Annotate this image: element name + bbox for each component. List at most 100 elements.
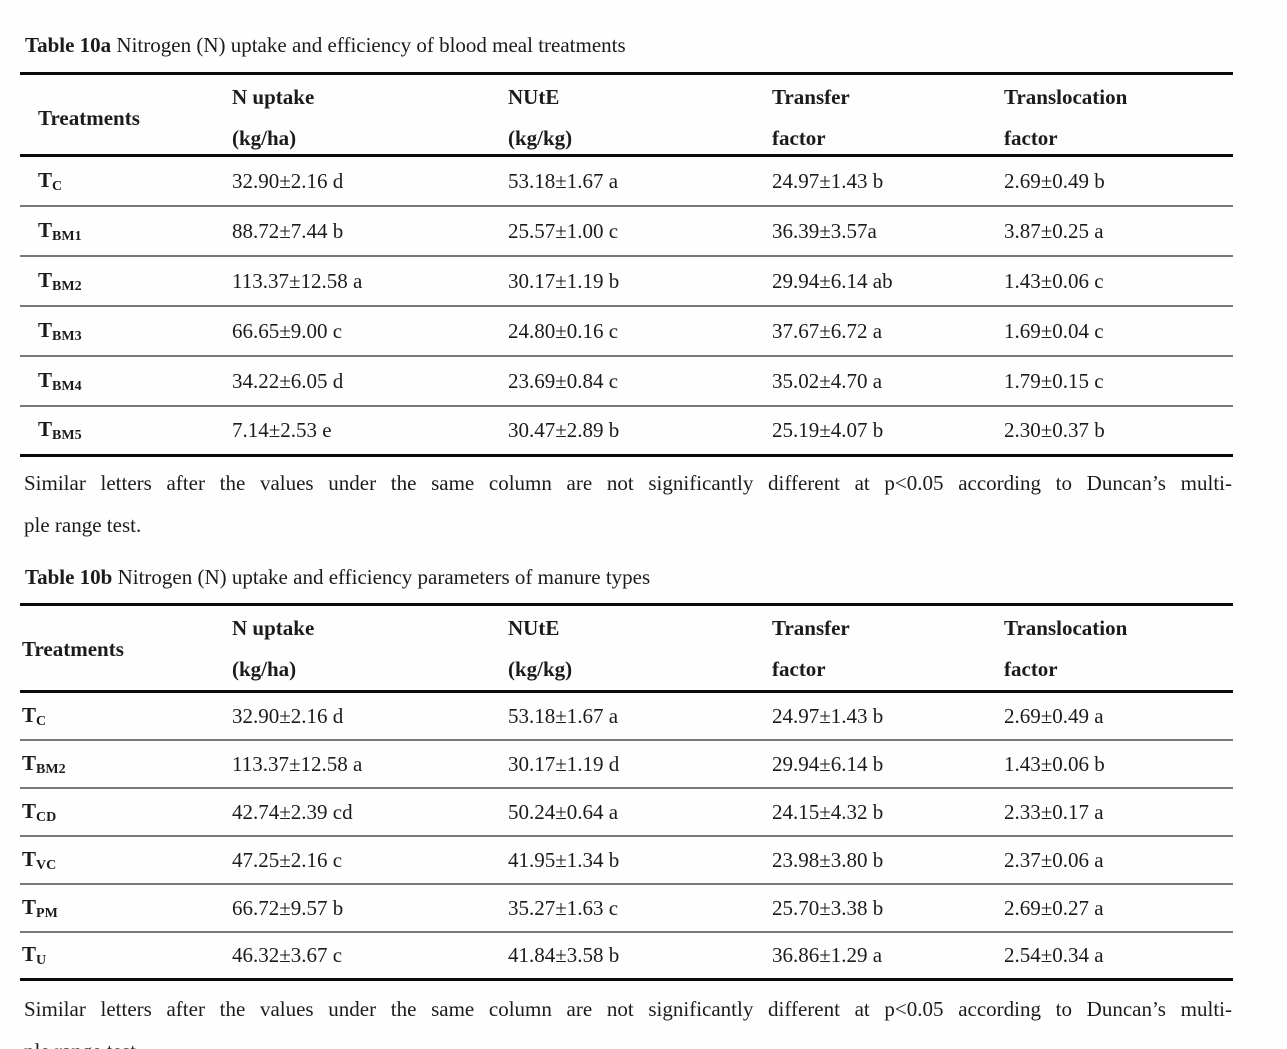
n-uptake-value: 32.90±2.16 d: [232, 703, 344, 728]
transfer-factor-value: 35.02±4.70 a: [772, 368, 883, 393]
footnote-line: Similar letters after the values under t…: [24, 471, 1232, 495]
treatment-subscript: PM: [36, 905, 58, 921]
table-row: TBM2 113.37±12.58 a 30.17±1.19 b 29.94±6…: [20, 257, 1233, 307]
treatment-label: TPM: [22, 894, 58, 921]
treatment-label: TBM2: [38, 267, 82, 294]
translocation-factor-value: 2.69±0.49 a: [1004, 703, 1104, 728]
n-uptake-value: 7.14±2.53 e: [232, 418, 332, 442]
column-header-n-uptake: N uptake (kg/ha): [232, 616, 315, 681]
table-row: TBM1 88.72±7.44 b 25.57±1.00 c 36.39±3.5…: [20, 207, 1233, 257]
treatment-subscript: U: [36, 953, 47, 968]
column-header-treatments: Treatments: [38, 106, 140, 130]
treatment-label: TBM1: [38, 217, 82, 244]
nute-value: 30.47±2.89 b: [508, 418, 620, 442]
column-header-nute: NUtE (kg/kg): [508, 616, 573, 681]
column-header-translocation-factor: Translocation factor: [1004, 85, 1128, 150]
table-row: TVC 47.25±2.16 c 41.95±1.34 b 23.98±3.80…: [20, 837, 1233, 885]
table-10a-header-row: Treatments N uptake (kg/ha) NUtE (kg/kg)…: [20, 72, 1233, 157]
table-10b-caption-label: Table 10b: [25, 565, 113, 589]
nute-value: 53.18±1.67 a: [508, 168, 619, 193]
transfer-factor-value: 24.97±1.43 b: [772, 168, 884, 193]
treatment-label: TC: [38, 167, 63, 194]
treatment-label: TCD: [22, 798, 57, 825]
table-10a: Treatments N uptake (kg/ha) NUtE (kg/kg)…: [20, 72, 1233, 457]
table-10b: Treatments N uptake (kg/ha) NUtE (kg/kg)…: [20, 603, 1233, 981]
column-header-nute: NUtE (kg/kg): [508, 85, 573, 150]
n-uptake-value: 66.65±9.00 c: [232, 318, 343, 343]
table-row: TBM3 66.65±9.00 c 24.80±0.16 c 37.67±6.7…: [20, 307, 1233, 357]
translocation-factor-value: 1.79±0.15 c: [1004, 368, 1104, 393]
n-uptake-value: 34.22±6.05 d: [232, 368, 344, 393]
transfer-factor-value: 29.94±6.14 ab: [772, 268, 893, 293]
table-row: TPM 66.72±9.57 b 35.27±1.63 c 25.70±3.38…: [20, 885, 1233, 933]
n-uptake-value: 66.72±9.57 b: [232, 895, 344, 920]
transfer-factor-value: 24.15±4.32 b: [772, 799, 884, 824]
table-row: TBM2 113.37±12.58 a 30.17±1.19 d 29.94±6…: [20, 741, 1233, 789]
treatment-label: TBM3: [38, 317, 82, 344]
treatment-subscript: BM3: [52, 328, 82, 344]
table-10b-header-row: Treatments N uptake (kg/ha) NUtE (kg/kg)…: [20, 603, 1233, 693]
treatment-label: TBM5: [38, 417, 82, 443]
footnote-line: ple range test: [24, 1030, 1232, 1049]
treatment-subscript: BM4: [52, 378, 82, 394]
translocation-factor-value: 1.43±0.06 c: [1004, 268, 1104, 293]
table-row: TBM5 7.14±2.53 e 30.47±2.89 b 25.19±4.07…: [20, 407, 1233, 457]
column-header-transfer-factor: Transfer factor: [772, 85, 850, 150]
transfer-factor-value: 23.98±3.80 b: [772, 847, 884, 872]
translocation-factor-value: 2.33±0.17 a: [1004, 799, 1104, 824]
n-uptake-value: 42.74±2.39 cd: [232, 799, 353, 824]
table-row: TU 46.32±3.67 c 41.84±3.58 b 36.86±1.29 …: [20, 933, 1233, 981]
treatment-subscript: C: [52, 178, 63, 194]
treatment-subscript: C: [36, 713, 47, 729]
transfer-factor-value: 25.19±4.07 b: [772, 418, 884, 442]
table-10a-caption: Table 10a Nitrogen (N) uptake and effici…: [25, 28, 626, 62]
treatment-label: TBM4: [38, 367, 82, 394]
n-uptake-value: 113.37±12.58 a: [232, 268, 363, 293]
table-10b-caption: Table 10b Nitrogen (N) uptake and effici…: [25, 560, 650, 594]
translocation-factor-value: 2.37±0.06 a: [1004, 847, 1104, 872]
table-row: TC 32.90±2.16 d 53.18±1.67 a 24.97±1.43 …: [20, 693, 1233, 741]
n-uptake-value: 32.90±2.16 d: [232, 168, 344, 193]
transfer-factor-value: 37.67±6.72 a: [772, 318, 883, 343]
nute-value: 41.84±3.58 b: [508, 943, 620, 967]
nute-value: 24.80±0.16 c: [508, 318, 619, 343]
table-10a-footnote: Similar letters after the values under t…: [24, 462, 1232, 546]
treatment-subscript: BM1: [52, 228, 82, 244]
table-10b-body: TC 32.90±2.16 d 53.18±1.67 a 24.97±1.43 …: [20, 693, 1233, 981]
nute-value: 30.17±1.19 b: [508, 268, 620, 293]
translocation-factor-value: 1.43±0.06 b: [1004, 751, 1105, 776]
table-10b-footnote: Similar letters after the values under t…: [24, 988, 1232, 1049]
table-10a-body: TC 32.90±2.16 d 53.18±1.67 a 24.97±1.43 …: [20, 157, 1233, 457]
translocation-factor-value: 2.69±0.49 b: [1004, 168, 1105, 193]
table-10a-caption-text: Nitrogen (N) uptake and efficiency of bl…: [111, 33, 626, 57]
translocation-factor-value: 3.87±0.25 a: [1004, 218, 1104, 243]
nute-value: 41.95±1.34 b: [508, 847, 620, 872]
treatment-label: TC: [22, 702, 47, 729]
nute-value: 25.57±1.00 c: [508, 218, 619, 243]
transfer-factor-value: 25.70±3.38 b: [772, 895, 884, 920]
treatment-label: TVC: [22, 846, 57, 873]
footnote-line: Similar letters after the values under t…: [24, 997, 1232, 1021]
transfer-factor-value: 24.97±1.43 b: [772, 703, 884, 728]
treatment-subscript: BM5: [52, 428, 82, 443]
n-uptake-value: 46.32±3.67 c: [232, 943, 343, 967]
column-header-translocation-factor: Translocation factor: [1004, 616, 1128, 681]
nute-value: 35.27±1.63 c: [508, 895, 619, 920]
footnote-line: ple range test.: [24, 513, 142, 537]
table-row: TBM4 34.22±6.05 d 23.69±0.84 c 35.02±4.7…: [20, 357, 1233, 407]
n-uptake-value: 47.25±2.16 c: [232, 847, 343, 872]
column-header-treatments: Treatments: [22, 637, 124, 661]
treatment-subscript: BM2: [36, 761, 66, 777]
treatment-label: TU: [22, 942, 47, 968]
treatment-subscript: VC: [36, 857, 57, 873]
translocation-factor-value: 2.69±0.27 a: [1004, 895, 1104, 920]
nute-value: 53.18±1.67 a: [508, 703, 619, 728]
column-header-n-uptake: N uptake (kg/ha): [232, 85, 315, 150]
translocation-factor-value: 2.30±0.37 b: [1004, 418, 1105, 442]
transfer-factor-value: 29.94±6.14 b: [772, 751, 884, 776]
transfer-factor-value: 36.39±3.57a: [772, 218, 877, 243]
nute-value: 30.17±1.19 d: [508, 751, 620, 776]
treatment-subscript: BM2: [52, 278, 82, 294]
n-uptake-value: 113.37±12.58 a: [232, 751, 363, 776]
